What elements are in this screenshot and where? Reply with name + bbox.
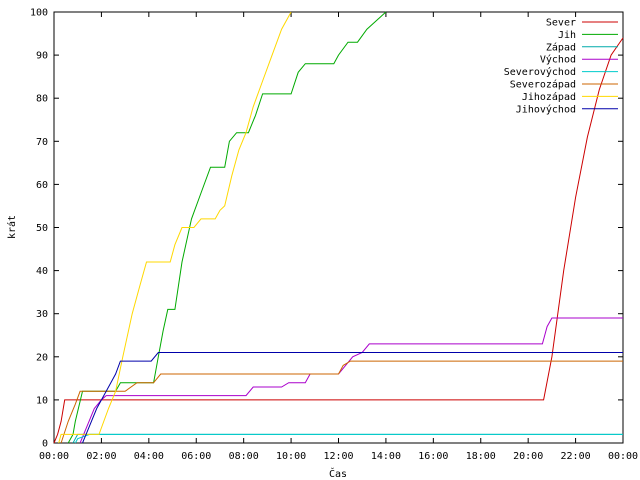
x-tick-label: 20:00 <box>513 451 543 462</box>
y-tick-label: 20 <box>36 352 48 363</box>
x-tick-label: 22:00 <box>561 451 591 462</box>
legend-label: Východ <box>540 54 576 66</box>
x-tick-label: 12:00 <box>323 451 353 462</box>
y-tick-label: 70 <box>36 137 48 148</box>
x-tick-label: 08:00 <box>229 451 259 462</box>
legend-label: Severovýchod <box>504 66 576 78</box>
series-line-4 <box>74 433 623 444</box>
x-axis-label: Čas <box>329 467 347 480</box>
x-tick-label: 04:00 <box>134 451 164 462</box>
legend-label: Západ <box>546 41 576 53</box>
series-line-1 <box>67 11 387 444</box>
y-tick-label: 40 <box>36 266 48 277</box>
x-tick-label: 18:00 <box>466 451 496 462</box>
series-line-6 <box>58 11 292 444</box>
legend-label: Severozápad <box>510 79 576 91</box>
x-tick-label: 10:00 <box>276 451 306 462</box>
y-tick-label: 0 <box>42 439 48 450</box>
legend-label: Jih <box>558 30 576 41</box>
y-tick-label: 50 <box>36 223 48 234</box>
x-tick-label: 00:00 <box>39 451 69 462</box>
y-tick-label: 10 <box>36 395 48 406</box>
y-tick-label: 30 <box>36 309 48 320</box>
y-tick-label: 80 <box>36 94 48 105</box>
y-tick-label: 100 <box>30 8 48 19</box>
x-tick-label: 14:00 <box>371 451 401 462</box>
legend-label: Sever <box>546 18 576 29</box>
y-axis-label: krát <box>6 215 18 239</box>
series-line-7 <box>82 352 623 444</box>
y-tick-label: 60 <box>36 180 48 191</box>
x-tick-label: 06:00 <box>181 451 211 462</box>
x-tick-label: 02:00 <box>86 451 116 462</box>
x-tick-label: 00:00 <box>608 451 638 462</box>
chart-axes: 0 10 20 30 40 50 60 70 80 90 100 00:00 02:00 04:00 06:… <box>30 8 638 463</box>
series-line-5 <box>60 360 623 444</box>
legend: SeverJihZápadVýchodSeverovýchodSeverozáp… <box>504 18 618 115</box>
x-tick-label: 16:00 <box>418 451 448 462</box>
y-tick-label: 90 <box>36 51 48 62</box>
legend-label: Jihozápad <box>522 91 576 103</box>
legend-label: Jihovýchod <box>516 103 576 115</box>
